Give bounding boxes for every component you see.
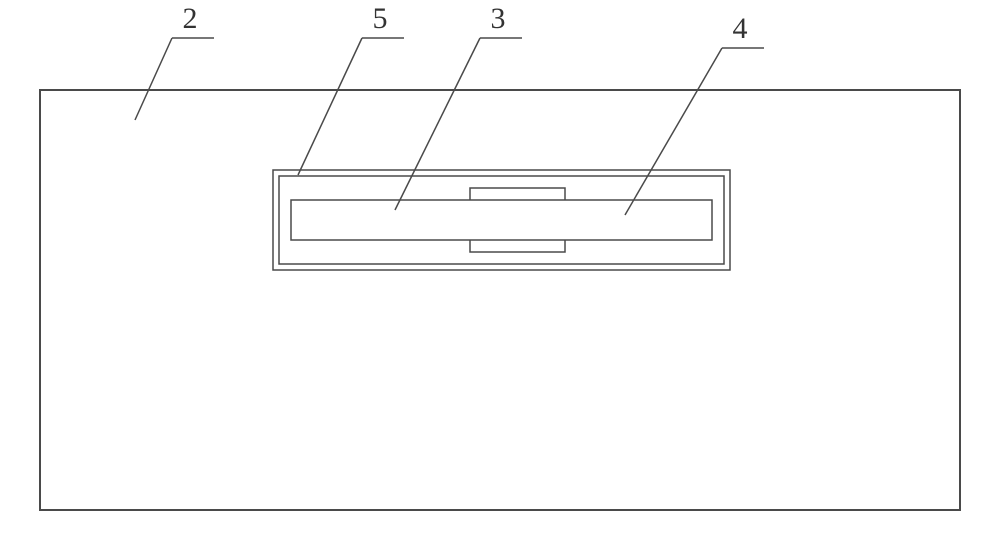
leader-line-3: [395, 38, 480, 210]
horizontal-bar: [291, 200, 712, 240]
leader-line-2: [135, 38, 172, 120]
leader-line-5: [298, 38, 362, 175]
callout-label-4: 4: [733, 12, 748, 45]
callout-label-2: 2: [183, 2, 198, 35]
callout-label-3: 3: [491, 2, 506, 35]
leader-line-4: [625, 48, 722, 215]
outer-frame: [40, 90, 960, 510]
engineering-diagram: 2 5 3 4: [0, 0, 1000, 543]
callout-label-5: 5: [373, 2, 388, 35]
